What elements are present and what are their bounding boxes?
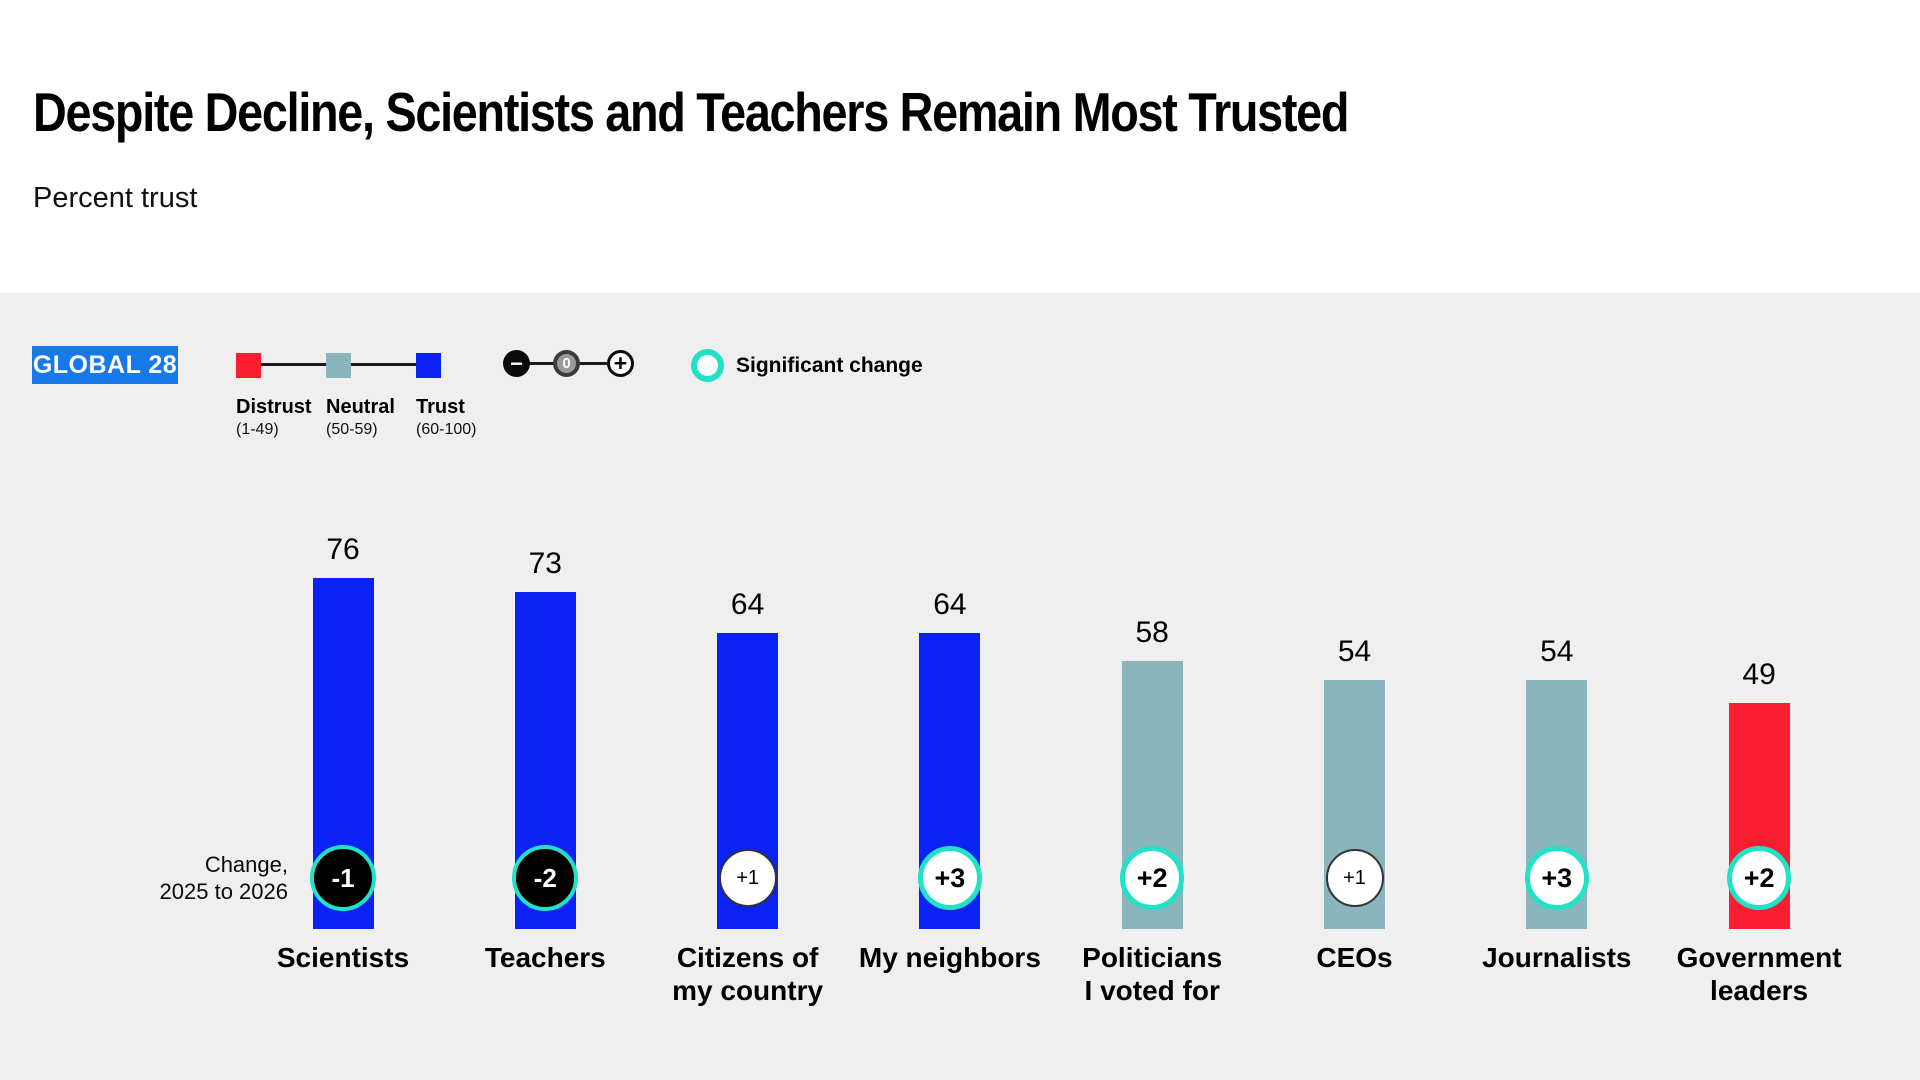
legend-label: Neutral xyxy=(326,396,395,418)
change-badge-politicians-i-voted-for: +2 xyxy=(1120,846,1185,910)
trust-swatch-icon xyxy=(416,353,441,378)
legend-range: (60-100) xyxy=(416,421,477,438)
legend-label: Distrust xyxy=(236,396,312,418)
minus-icon: − xyxy=(503,350,530,377)
zero-icon: 0 xyxy=(553,350,580,377)
value-label-journalists: 54 xyxy=(1540,634,1574,668)
distrust-swatch-icon xyxy=(236,353,261,378)
category-label-ceos: CEOs xyxy=(1316,942,1393,973)
legend-item-neutral: Neutral (50-59) xyxy=(326,353,436,439)
chart-subtitle: Percent trust xyxy=(33,182,198,214)
legend-item-trust: Trust (60-100) xyxy=(416,353,526,439)
plus-icon: + xyxy=(607,350,634,377)
change-badge-ceos: +1 xyxy=(1325,849,1384,907)
change-badge-citizens-of-my-country: +1 xyxy=(718,849,777,907)
legend-item-distrust: Distrust (1-49) xyxy=(236,353,346,439)
value-label-politicians-i-voted-for: 58 xyxy=(1135,616,1169,650)
global-28-badge[interactable]: GLOBAL 28 xyxy=(32,346,178,384)
value-label-government-leaders: 49 xyxy=(1742,657,1776,691)
change-badge-my-neighbors: +3 xyxy=(917,846,982,910)
neutral-swatch-icon xyxy=(326,353,351,378)
change-badge-teachers: -2 xyxy=(512,845,579,911)
category-label-citizens-of-my-country: Citizens of my country xyxy=(672,942,824,1006)
legend-label: Trust xyxy=(416,396,465,418)
category-label-my-neighbors: My neighbors xyxy=(858,942,1041,973)
value-label-ceos: 54 xyxy=(1337,634,1372,668)
page-title: Despite Decline, Scientists and Teachers… xyxy=(33,81,1349,143)
category-label-scientists: Scientists xyxy=(276,942,410,973)
category-label-government-leaders: Government leaders xyxy=(1676,942,1842,1006)
value-label-my-neighbors: 64 xyxy=(933,588,967,622)
significant-change-label: Significant change xyxy=(736,354,923,377)
significant-change-ring-icon xyxy=(691,349,724,382)
category-label-journalists: Journalists xyxy=(1482,942,1632,973)
change-badge-government-leaders: +2 xyxy=(1727,846,1792,910)
legend-range: (1-49) xyxy=(236,421,279,438)
category-label-politicians-i-voted-for: Politicians I voted for xyxy=(1082,942,1223,1006)
change-note: Change, 2025 to 2026 xyxy=(159,852,288,904)
legend-range: (50-59) xyxy=(326,421,378,438)
value-label-teachers: 73 xyxy=(528,546,562,580)
category-label-teachers: Teachers xyxy=(484,942,606,973)
change-badge-journalists: +3 xyxy=(1524,846,1589,910)
value-label-scientists: 76 xyxy=(326,532,360,566)
change-badge-scientists: -1 xyxy=(310,845,376,911)
value-label-citizens-of-my-country: 64 xyxy=(730,588,765,622)
